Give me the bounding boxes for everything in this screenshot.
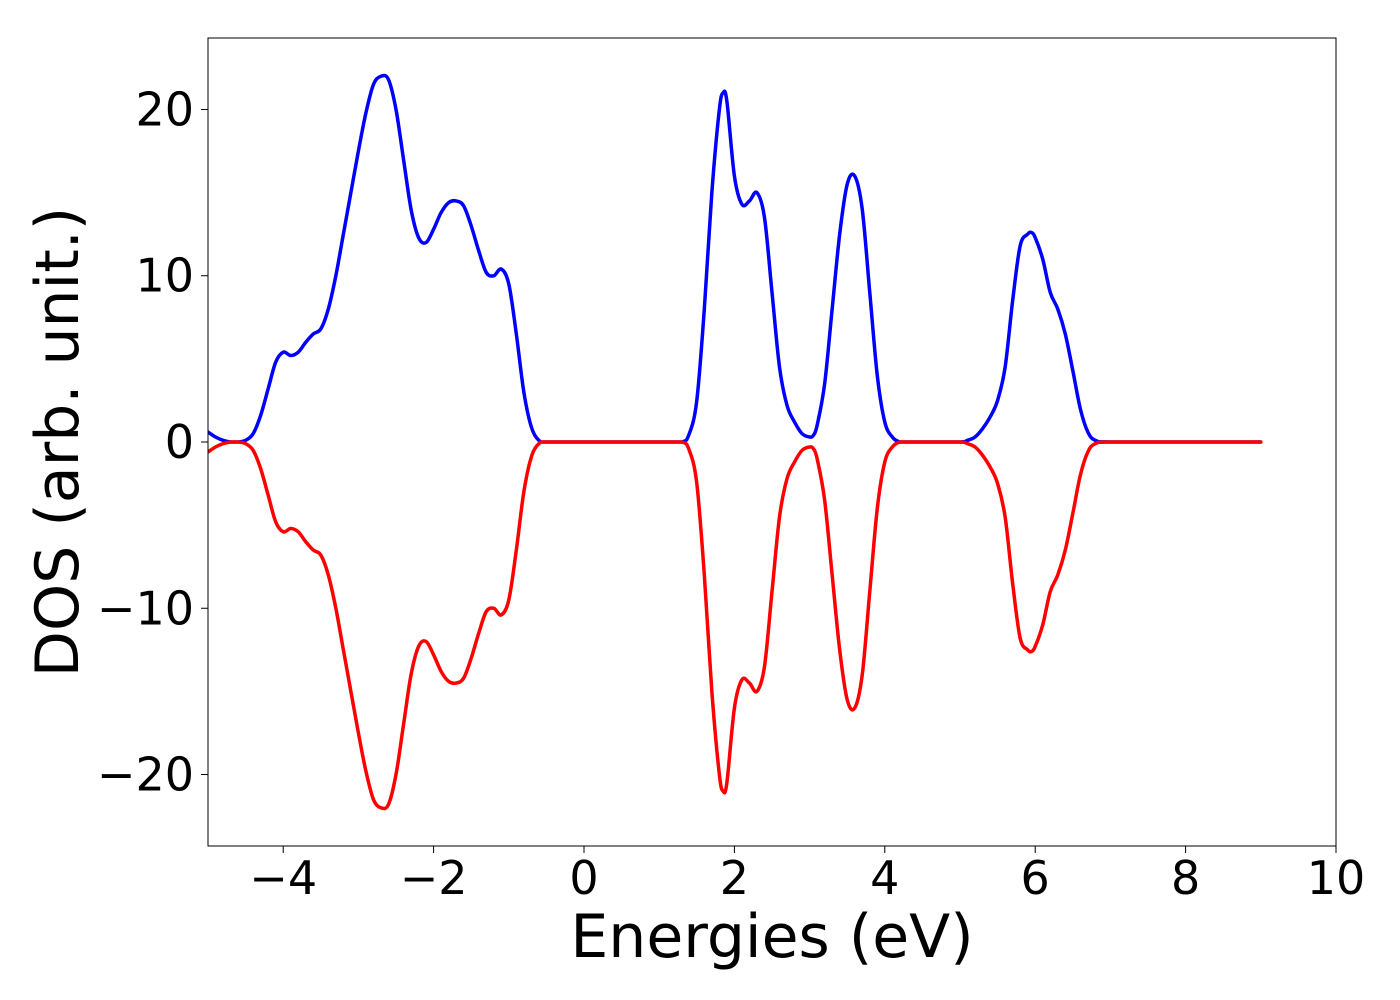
x-tick-label: −4 [249,851,317,905]
y-axis: 20 10 0 −10 −20 [97,82,208,802]
y-tick-label: 0 [165,415,194,469]
series-layer [208,73,1263,811]
x-tick-label: 0 [569,851,598,905]
y-tick-label: 20 [135,82,194,136]
x-tick-label: 2 [720,851,749,905]
y-tick-label: 10 [135,249,194,303]
dos-series-line-negative [208,440,1263,811]
y-tick-label: −20 [97,748,194,802]
x-tick-label: 8 [1171,851,1200,905]
x-tick-label: −2 [400,851,468,905]
dos-series-line-positive [208,73,1263,444]
x-tick-label: 4 [870,851,899,905]
y-tick-label: −10 [97,581,194,635]
x-axis: −4 −2 0 2 4 6 8 10 [249,846,1365,905]
x-axis-title: Energies (eV) [570,902,973,972]
y-axis-title: DOS (arb. unit.) [23,207,93,677]
x-tick-label: 6 [1021,851,1050,905]
x-tick-label: 10 [1307,851,1366,905]
